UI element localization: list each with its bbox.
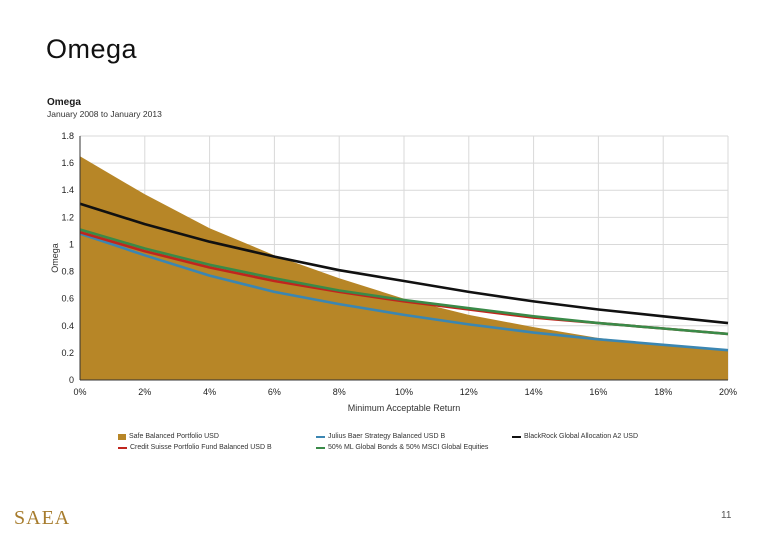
y-tick-label: 1.4 <box>61 185 74 195</box>
y-tick-label: 0 <box>69 375 74 385</box>
legend-label: Credit Suisse Portfolio Fund Balanced US… <box>130 444 272 451</box>
x-axis-label: Minimum Acceptable Return <box>348 403 461 413</box>
legend-swatch-line <box>316 435 325 438</box>
x-tick-label: 16% <box>589 387 607 397</box>
legend-label: 50% ML Global Bonds & 50% MSCI Global Eq… <box>328 444 489 451</box>
y-tick-label: 1.2 <box>61 212 74 222</box>
x-tick-label: 12% <box>460 387 478 397</box>
series-line-1 <box>79 232 729 352</box>
x-tick-label: 0% <box>73 387 86 397</box>
legend-item-benchmark: 50% ML Global Bonds & 50% MSCI Global Eq… <box>316 442 488 453</box>
legend-item-blackrock: BlackRock Global Allocation A2 USD <box>512 431 638 442</box>
legend-swatch-line <box>118 446 127 449</box>
x-tick-label: 4% <box>203 387 216 397</box>
x-tick-label: 14% <box>525 387 543 397</box>
legend-row-2: Credit Suisse Portfolio Fund Balanced US… <box>118 442 738 453</box>
x-tick-label: 8% <box>333 387 346 397</box>
y-tick-label: 0.2 <box>61 348 74 358</box>
legend-item-credit-suisse: Credit Suisse Portfolio Fund Balanced US… <box>118 442 316 453</box>
x-tick-label: 10% <box>395 387 413 397</box>
legend-swatch-line <box>512 435 521 438</box>
chart-legend: Safe Balanced Portfolio USD Julius Baer … <box>118 431 738 453</box>
line-layer <box>79 202 729 352</box>
legend-item-safe-balanced: Safe Balanced Portfolio USD <box>118 431 316 442</box>
legend-item-julius-baer: Julius Baer Strategy Balanced USD B <box>316 431 512 442</box>
x-tick-label: 6% <box>268 387 281 397</box>
series-area-0 <box>80 156 728 380</box>
axis-layer: 0 0.2 0.4 0.6 0.8 1 1.2 1.4 1.6 1.8 0% 2% 4% 6% 8% 10% 1… <box>61 131 737 397</box>
x-tick-label: 18% <box>654 387 672 397</box>
series-line-2 <box>79 202 729 325</box>
legend-swatch-area <box>118 433 126 440</box>
legend-label: Safe Balanced Portfolio USD <box>129 433 219 440</box>
x-tick-label: 20% <box>719 387 737 397</box>
chart-header: Omega January 2008 to January 2013 <box>47 97 162 120</box>
legend-row-1: Safe Balanced Portfolio USD Julius Baer … <box>118 431 738 442</box>
x-tick-label: 2% <box>138 387 151 397</box>
y-axis-label: Omega <box>50 243 60 273</box>
saea-logo: SAEA <box>14 507 71 529</box>
legend-label: BlackRock Global Allocation A2 USD <box>524 433 638 440</box>
chart-subtitle: January 2008 to January 2013 <box>47 109 162 119</box>
chart-title: Omega <box>47 97 81 108</box>
y-tick-label: 1 <box>69 239 74 249</box>
legend-label: Julius Baer Strategy Balanced USD B <box>328 433 446 440</box>
series-line-4 <box>79 228 729 336</box>
page-number: 11 <box>721 510 732 521</box>
y-tick-label: 0.6 <box>61 294 74 304</box>
slide-title: Omega <box>46 34 138 64</box>
y-tick-label: 0.8 <box>61 267 74 277</box>
area-layer <box>80 156 728 380</box>
y-tick-label: 1.8 <box>61 131 74 141</box>
y-tick-label: 0.4 <box>61 321 74 331</box>
y-tick-label: 1.6 <box>61 158 74 168</box>
omega-chart: 0 0.2 0.4 0.6 0.8 1 1.2 1.4 1.6 1.8 0% 2% 4% 6% 8% 10% 1… <box>50 131 737 413</box>
legend-swatch-line <box>316 446 325 449</box>
